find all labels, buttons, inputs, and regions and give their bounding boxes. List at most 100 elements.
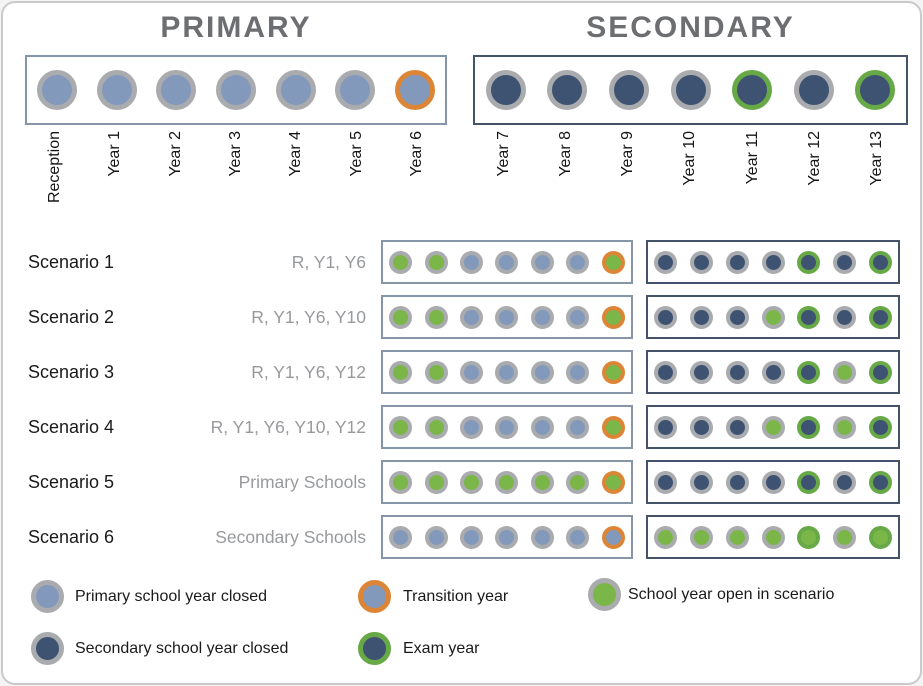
open-circle [832,360,856,384]
year-cell [827,297,863,337]
year-cell [454,517,489,557]
primary-closed-circle [530,360,554,384]
scenario-label: Scenario 4 [28,417,115,437]
year-cell [383,297,418,337]
year-cell [719,462,755,502]
scenario-description: R, Y1, Y6, Y10, Y12 [210,417,366,437]
secondary-year-label: Year 9 [619,131,637,177]
year-cell [719,297,755,337]
year-cell [489,352,524,392]
year-cell [537,57,599,123]
secondary-closed-circle [690,415,714,439]
secondary-closed-circle [654,415,678,439]
secondary-closed-circle [725,250,749,274]
primary-closed-circle [495,305,519,329]
year-cell [489,242,524,282]
year-cell [418,407,453,447]
year-label-cell: Year 1 [85,131,145,231]
year-cell [596,407,631,447]
scenario-secondary-box [646,515,900,559]
legend-label: Exam year [403,640,480,657]
secondary-closed-circle [654,250,678,274]
open-transition-circle [601,250,625,274]
year-cell [489,462,524,502]
scenario-row: Scenario 6 Secondary Schools [3,515,920,559]
primary-title: PRIMARY [160,11,312,44]
year-cell [719,352,755,392]
open-circle [424,250,448,274]
year-label-cell: Year 12 [784,131,846,231]
year-cell [383,517,418,557]
secondary-closed-circle [725,305,749,329]
open-circle [389,305,413,329]
year-label-cell: Year 2 [146,131,206,231]
year-cell [326,57,386,123]
year-cell [791,517,827,557]
open-circle [566,470,590,494]
secondary-year-label: Year 8 [557,131,575,177]
scenario-description: R, Y1, Y6, Y10 [251,307,366,327]
primary-closed-circle [36,70,77,110]
year-cell [418,352,453,392]
secondary-closed-circle [690,470,714,494]
year-cell [596,242,631,282]
secondary-year-label: Year 13 [867,131,885,186]
exam-circle [797,305,821,329]
open-transition-circle [601,305,625,329]
secondary-closed-circle [793,70,834,110]
primary-closed-circle [495,525,519,549]
open-circle [460,470,484,494]
primary-closed-circle [424,525,448,549]
year-cell [596,352,631,392]
open-circle [389,470,413,494]
primary-closed-circle [495,360,519,384]
legend-label: Transition year [403,588,509,605]
year-cell [560,462,595,502]
year-cell [560,297,595,337]
year-cell [684,462,720,502]
primary-closed-circle [96,70,137,110]
year-cell [648,462,684,502]
primary-closed-circle [216,70,257,110]
exam-circle [797,470,821,494]
year-label-cell: Year 8 [535,131,597,231]
year-cell [684,407,720,447]
secondary-closed-circle [485,70,526,110]
year-cell [454,352,489,392]
exam-circle [855,70,896,110]
primary-year-label: Year 4 [287,131,305,177]
year-cell [648,517,684,557]
scenario-secondary-box [646,405,900,449]
year-cell [755,352,791,392]
year-cell [560,517,595,557]
year-cell [383,462,418,502]
year-cell [827,462,863,502]
year-cell [560,407,595,447]
year-cell [206,57,266,123]
year-label-cell: Year 11 [722,131,784,231]
year-cell [27,57,87,123]
secondary-header-box [473,55,908,125]
primary-closed-circle [530,415,554,439]
year-cell [489,517,524,557]
year-cell [266,57,326,123]
primary-year-label: Year 2 [166,131,184,177]
open-exam-circle [797,525,821,549]
secondary-closed-circle [547,70,588,110]
exam-circle [797,250,821,274]
scenario-label: Scenario 2 [28,307,115,327]
secondary-closed-circle [608,70,649,110]
year-cell [598,57,660,123]
year-cell [862,407,898,447]
secondary-closed-circle [654,470,678,494]
scenario-secondary-box [646,240,900,284]
open-circle [389,250,413,274]
year-cell [385,57,445,123]
primary-closed-circle [566,250,590,274]
year-cell [827,407,863,447]
scenario-primary-box [381,240,633,284]
legend-circle [588,578,621,611]
year-label-cell: Reception [25,131,85,231]
exam-circle [868,470,892,494]
